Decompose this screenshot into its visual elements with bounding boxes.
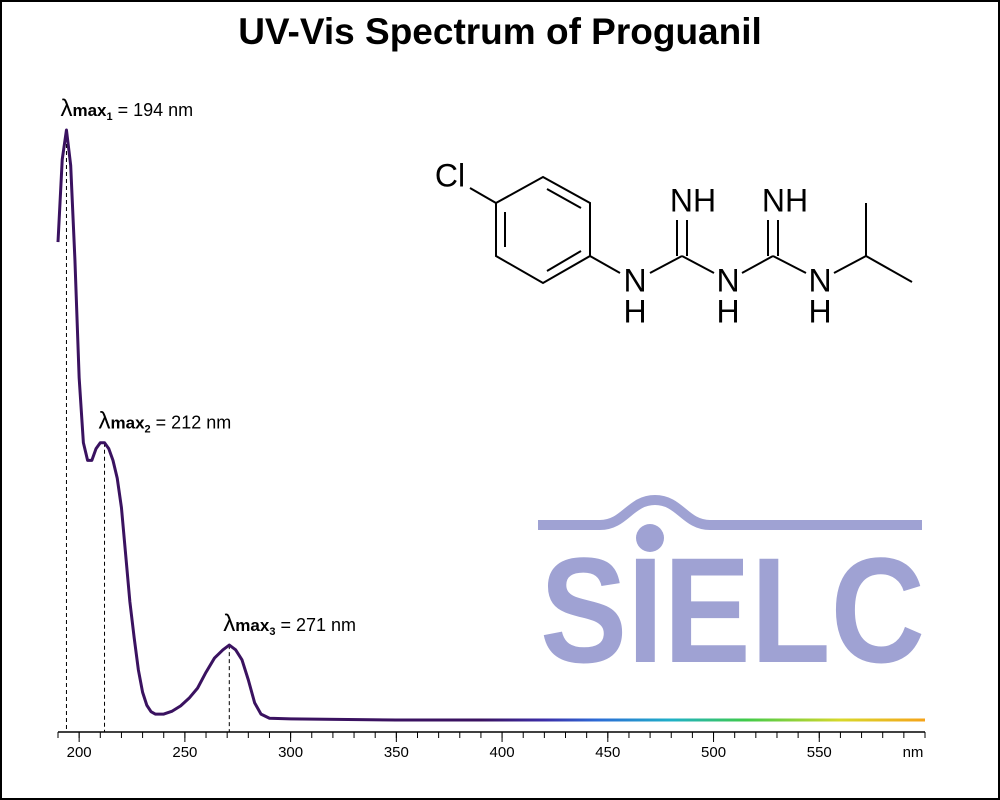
logo-text: SIELC: [540, 526, 925, 694]
x-tick-label: 350: [384, 744, 409, 761]
atom-label: NH: [670, 182, 716, 218]
atom-label: H: [623, 293, 646, 329]
x-tick-label: 500: [701, 744, 726, 761]
atom-label: H: [808, 293, 831, 329]
atom-label: NH: [762, 182, 808, 218]
peak-text: = 194 nm: [113, 100, 194, 120]
x-tick-label: 550: [807, 744, 832, 761]
peak-sub: max: [235, 616, 270, 635]
peak-index: 3: [269, 626, 275, 638]
atom-label: H: [716, 293, 739, 329]
atom-label: Cl: [435, 157, 465, 193]
peak-label: λmax3 = 271 nm: [223, 610, 356, 638]
x-tick-label: 400: [490, 744, 515, 761]
peak-label: λmax2 = 212 nm: [99, 408, 232, 436]
x-unit-label: nm: [903, 744, 924, 761]
chart-title: UV-Vis Spectrum of Proguanil: [238, 11, 762, 52]
x-tick-label: 300: [278, 744, 303, 761]
spectrum-line: [56, 128, 925, 722]
atom-label: N: [808, 262, 831, 298]
peak-label: λmax1 = 194 nm: [60, 95, 193, 123]
peak-symbol: λ: [223, 610, 235, 637]
logo: SIELC: [538, 494, 925, 694]
peak-text: = 271 nm: [275, 615, 356, 635]
peak-index: 1: [106, 111, 112, 123]
structure: Cl NH NH N H N H N H: [435, 157, 913, 329]
peak-sub: max: [72, 101, 107, 120]
x-tick-label: 200: [67, 744, 92, 761]
peak-text: = 212 nm: [151, 413, 232, 433]
peak-sub: max: [111, 414, 146, 433]
x-tick-label: 250: [172, 744, 197, 761]
peak-index: 2: [145, 424, 151, 436]
peak-symbol: λ: [60, 95, 72, 122]
atom-label: N: [623, 262, 646, 298]
x-tick-label: 450: [595, 744, 620, 761]
atom-label: N: [716, 262, 739, 298]
peak-symbol: λ: [99, 408, 111, 435]
